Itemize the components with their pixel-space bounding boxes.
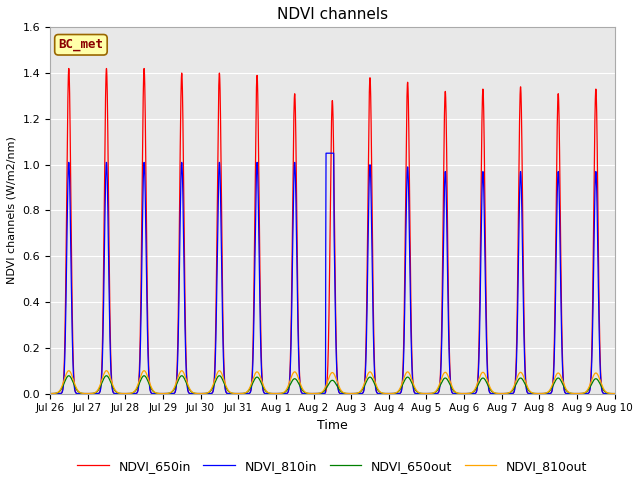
NDVI_650out [167,390,175,396]
NDVI_810in [167,391,175,396]
NDVI_650out [257,381,265,386]
NDVI_810in [257,364,265,370]
NDVI_810out [65,368,72,373]
NDVI_810out [609,391,616,396]
NDVI_810in [46,391,54,396]
NDVI_810in [161,391,169,396]
NDVI_810in [611,391,618,396]
NDVI_810out [46,391,54,396]
NDVI_810out [161,391,169,396]
NDVI_810out [167,389,175,395]
NDVI_650in [611,391,618,396]
Line: NDVI_810out: NDVI_810out [50,371,614,394]
Legend: NDVI_650in, NDVI_810in, NDVI_650out, NDVI_810out: NDVI_650in, NDVI_810in, NDVI_650out, NDV… [72,455,593,478]
Y-axis label: NDVI channels (W/m2/nm): NDVI channels (W/m2/nm) [7,136,17,284]
NDVI_650in [410,389,418,395]
NDVI_650out [46,391,54,396]
NDVI_650out [410,385,418,391]
NDVI_650out [65,373,72,379]
X-axis label: Time: Time [317,419,348,432]
NDVI_810in [322,150,330,156]
Line: NDVI_650out: NDVI_650out [50,376,614,394]
NDVI_810out [491,390,499,396]
NDVI_810in [609,391,616,396]
NDVI_650out [611,391,618,396]
Text: BC_met: BC_met [58,38,104,51]
NDVI_810out [611,391,618,396]
NDVI_810out [257,377,265,383]
NDVI_650in [46,391,54,396]
NDVI_810in [410,390,418,396]
Line: NDVI_650in: NDVI_650in [50,69,614,394]
NDVI_650out [491,390,499,396]
NDVI_810out [410,384,418,389]
NDVI_810in [491,391,499,396]
NDVI_650in [491,391,499,396]
Title: NDVI channels: NDVI channels [276,7,388,22]
NDVI_650in [161,391,169,396]
NDVI_650in [65,66,72,72]
NDVI_650in [257,357,265,363]
NDVI_650out [161,391,169,396]
NDVI_650in [609,391,616,396]
NDVI_650out [609,391,616,396]
Line: NDVI_810in: NDVI_810in [50,153,614,394]
NDVI_650in [167,391,175,396]
